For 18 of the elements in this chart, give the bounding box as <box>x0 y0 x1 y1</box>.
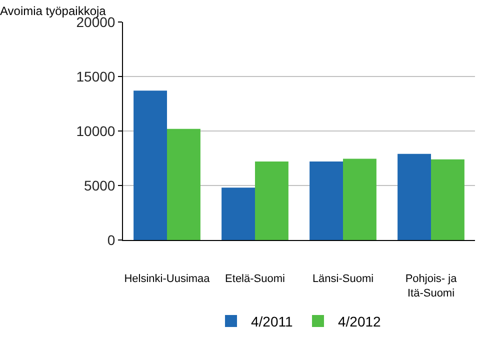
legend-label: 4/2011 <box>251 313 293 330</box>
y-tick-label: 10000 <box>76 122 116 139</box>
bar <box>310 162 343 240</box>
y-tick-label: 15000 <box>76 68 116 84</box>
bar <box>167 128 200 240</box>
bar <box>431 159 464 240</box>
bar <box>134 90 167 240</box>
x-tick-label: Pohjois- ja Itä-Suomi <box>405 273 458 300</box>
bar <box>222 188 255 240</box>
y-tick-label: 5000 <box>84 177 116 194</box>
bar <box>343 158 376 240</box>
legend-label: 4/2012 <box>338 313 382 330</box>
x-tick-label: Etelä-Suomi <box>225 273 285 286</box>
bar <box>398 154 431 240</box>
y-tick-label: 0 <box>107 232 116 248</box>
x-tick-label: Helsinki-Uusimaa <box>124 273 211 286</box>
bar <box>255 162 288 240</box>
x-tick-label: Länsi-Suomi <box>312 273 374 286</box>
